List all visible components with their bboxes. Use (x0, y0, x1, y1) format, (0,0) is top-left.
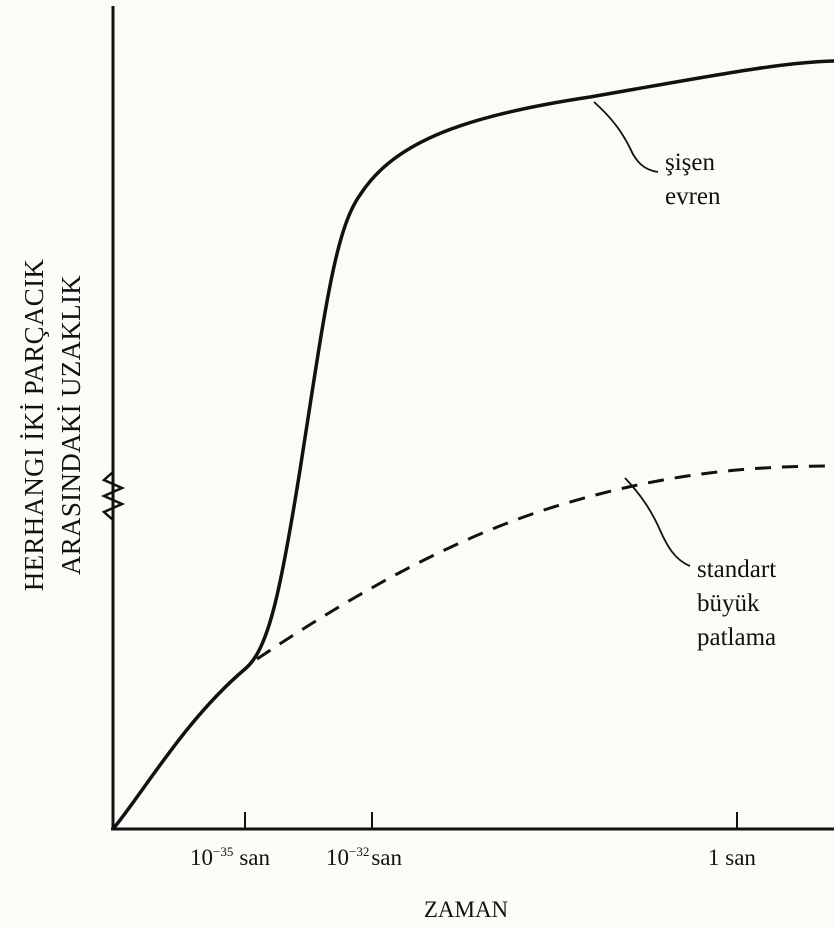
y-axis-label-line-1: HERHANGI İKİ PARÇACIK (19, 259, 49, 592)
y-axis-label-line-2: ARASINDAKİ UZAKLIK (56, 275, 86, 575)
x-tick-label-3: 1 san (708, 845, 756, 870)
series-line-sisen-evren (111, 59, 834, 831)
x-tick-label-1: 10−35 san (190, 844, 271, 870)
x-axis-label: ZAMAN (424, 897, 509, 922)
annotation-standart-line-3: patlama (697, 624, 776, 651)
annotation-standart-line-2: büyük (697, 590, 760, 617)
series-line-standart-buyuk-patlama (256, 464, 834, 661)
annotation-leader-sisen-evren (593, 101, 659, 173)
annotation-sisen-evren-line-1: şişen (665, 149, 716, 176)
annotation-standart-line-1: standart (697, 556, 776, 583)
annotation-leader-standart (624, 477, 691, 567)
x-tick-label-2: 10−32san (326, 844, 403, 870)
y-axis-break-mark (100, 471, 126, 521)
annotation-sisen-evren-line-2: evren (665, 183, 721, 210)
